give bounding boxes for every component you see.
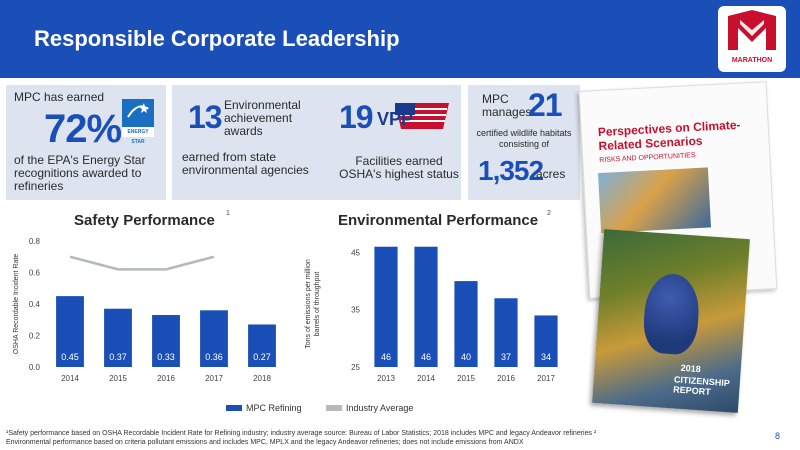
stat2-suffix: earned from state environmental agencies	[182, 150, 309, 177]
safety-chart-title: Safety Performance	[74, 212, 215, 229]
energy-star-badge-label: ENERGY STAR	[122, 127, 154, 145]
stat4-value2: 1,352	[478, 155, 544, 186]
footnote-line-1: ¹Safety performance based on OSHA Record…	[6, 430, 597, 437]
stat-box-vpp: 19 VPP Facilities earned OSHA's highest …	[329, 85, 461, 200]
x-tick-label: 2018	[253, 374, 271, 383]
bar-mpc-refining	[494, 298, 518, 367]
header-bar: Responsible Corporate Leadership MARATHO…	[0, 0, 800, 78]
stat-box-energy-star: MPC has earned 72% ENERGY STAR of the EP…	[6, 85, 166, 200]
environmental-chart-title-sup: 2	[547, 210, 551, 217]
y-tick-label: 0.8	[29, 237, 41, 246]
x-tick-label: 2015	[109, 374, 127, 383]
logo-wordmark: MARATHON	[731, 57, 773, 64]
bar-data-label: 0.36	[205, 352, 223, 362]
bar-data-label: 37	[501, 352, 511, 362]
vpp-badge-label: VPP	[377, 109, 413, 129]
y-axis-label: Tons of emissions per million	[305, 259, 312, 349]
bar-data-label: 0.27	[253, 352, 271, 362]
legend-swatch-mpc	[226, 405, 242, 411]
vpp-flag-icon: VPP	[377, 103, 449, 129]
legend-label-industry: Industry Average	[346, 403, 414, 413]
bar-mpc-refining	[104, 308, 132, 367]
bar-mpc-refining	[248, 324, 276, 367]
marathon-m-icon	[728, 10, 776, 50]
legend-swatch-industry	[326, 405, 342, 411]
bird-image	[641, 272, 702, 356]
bar-mpc-refining	[454, 281, 478, 367]
vpp-badge: VPP	[373, 99, 455, 137]
climate-report-collage	[598, 167, 711, 234]
bar-data-label: 0.45	[61, 352, 79, 362]
bar-data-label: 0.33	[157, 352, 175, 362]
x-tick-label: 2017	[537, 374, 555, 383]
citizenship-title: CITIZENSHIP REPORT	[672, 374, 730, 397]
stat4-unit: acres	[536, 167, 566, 181]
y-tick-label: 35	[351, 306, 360, 315]
y-tick-label: 25	[351, 363, 360, 372]
bar-mpc-refining	[374, 246, 398, 367]
bar-mpc-refining	[56, 296, 84, 367]
bar-data-label: 46	[421, 352, 431, 362]
citizenship-report-cover: 2018 CITIZENSHIP REPORT	[592, 229, 750, 413]
x-tick-label: 2016	[157, 374, 175, 383]
bar-mpc-refining	[534, 315, 558, 367]
climate-report-title: Perspectives on Climate-Related Scenario…	[597, 117, 741, 154]
stat2-value: 13	[188, 99, 223, 135]
bar-data-label: 40	[461, 352, 471, 362]
safety-chart: OSHA Recordable Incident Rate 0.0 0.2 0.4 0.…	[13, 237, 276, 383]
y-tick-label: 0.4	[29, 300, 41, 309]
footnote: ¹Safety performance based on OSHA Record…	[6, 429, 736, 447]
y-axis-label: barrels of throughput	[314, 272, 321, 337]
citizenship-year: 2018	[680, 362, 702, 375]
safety-chart-title-sup: 1	[226, 210, 230, 217]
stat1-prefix: MPC has earned	[14, 90, 105, 104]
bar-mpc-refining	[414, 246, 438, 367]
environmental-chart: Tons of emissions per million barrels of …	[305, 246, 558, 383]
stat1-suffix: of the EPA's Energy Star recognitions aw…	[14, 153, 146, 193]
stat4-prefix: MPC manages	[482, 92, 532, 119]
y-tick-label: 0.0	[29, 363, 41, 372]
line-industry-average	[69, 255, 215, 271]
bar-data-label: 46	[381, 352, 391, 362]
y-tick-label: 0.2	[29, 332, 41, 341]
stat4-middle: certified wildlife habitats consisting o…	[476, 128, 572, 149]
x-tick-label: 2017	[205, 374, 223, 383]
page-title: Responsible Corporate Leadership	[34, 26, 400, 51]
legend-label-mpc: MPC Refining	[246, 403, 302, 413]
bar-data-label: 0.37	[109, 352, 127, 362]
y-tick-label: 45	[351, 248, 360, 257]
y-axis-label: OSHA Recordable Incident Rate	[13, 254, 20, 354]
x-tick-label: 2014	[61, 374, 79, 383]
x-tick-label: 2015	[457, 374, 475, 383]
environmental-chart-title: Environmental Performance	[338, 212, 539, 229]
stat3-value: 19	[339, 99, 374, 135]
stat1-value: 72%	[44, 107, 122, 151]
bar-data-label: 34	[541, 352, 551, 362]
stat2-label: Environmental achievement awards	[224, 98, 301, 138]
marathon-logo: MARATHON	[718, 6, 786, 72]
stat4-value: 21	[528, 87, 563, 123]
stat3-suffix: Facilities earned OSHA's highest status	[339, 154, 459, 181]
energy-star-icon	[127, 103, 149, 118]
climate-report-subtitle: RISKS AND OPPORTUNITIES	[599, 152, 696, 165]
energy-star-badge: ENERGY STAR	[122, 99, 154, 145]
bar-mpc-refining	[152, 315, 180, 367]
stat-box-wildlife-habitats: MPC manages 21 certified wildlife habita…	[468, 85, 580, 200]
bar-mpc-refining	[200, 310, 228, 367]
y-tick-label: 0.6	[29, 269, 41, 278]
stat-box-environmental-awards: 13 Environmental achievement awards earn…	[172, 85, 332, 200]
footnote-line-2: Environmental performance based on crite…	[6, 439, 524, 446]
x-tick-label: 2014	[417, 374, 435, 383]
x-tick-label: 2013	[377, 374, 395, 383]
x-tick-label: 2016	[497, 374, 515, 383]
page-number: 8	[775, 431, 781, 441]
